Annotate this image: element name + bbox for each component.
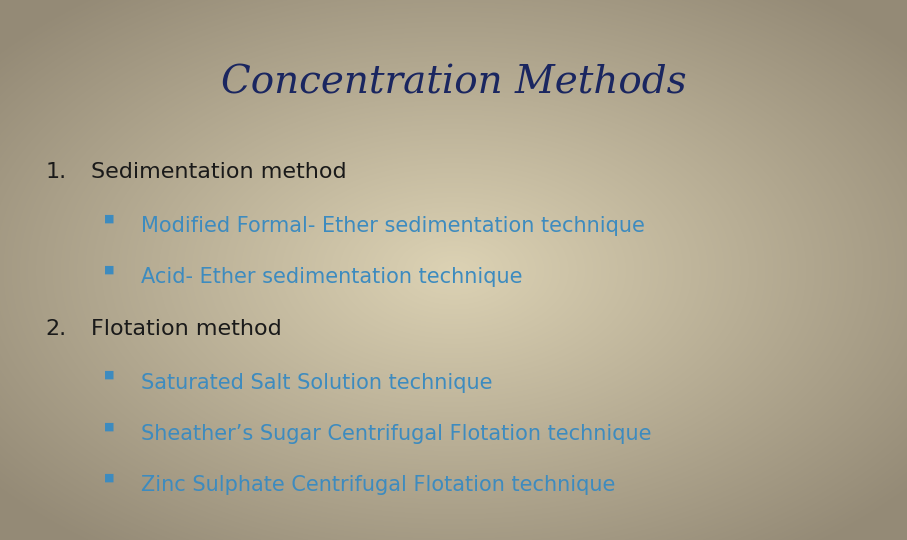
Text: 2.: 2. bbox=[45, 319, 66, 339]
Text: ■: ■ bbox=[104, 421, 115, 431]
Text: Concentration Methods: Concentration Methods bbox=[220, 65, 687, 102]
Text: Sedimentation method: Sedimentation method bbox=[91, 162, 346, 182]
Text: Saturated Salt Solution technique: Saturated Salt Solution technique bbox=[141, 373, 493, 393]
Text: ■: ■ bbox=[104, 472, 115, 483]
Text: Zinc Sulphate Centrifugal Flotation technique: Zinc Sulphate Centrifugal Flotation tech… bbox=[141, 475, 615, 495]
Text: Modified Formal- Ether sedimentation technique: Modified Formal- Ether sedimentation tec… bbox=[141, 216, 645, 236]
Text: 1.: 1. bbox=[45, 162, 66, 182]
Text: Acid- Ether sedimentation technique: Acid- Ether sedimentation technique bbox=[141, 267, 522, 287]
Text: Flotation method: Flotation method bbox=[91, 319, 281, 339]
Text: Sheather’s Sugar Centrifugal Flotation technique: Sheather’s Sugar Centrifugal Flotation t… bbox=[141, 424, 651, 444]
Text: ■: ■ bbox=[104, 370, 115, 380]
Text: ■: ■ bbox=[104, 265, 115, 275]
Text: ■: ■ bbox=[104, 213, 115, 224]
